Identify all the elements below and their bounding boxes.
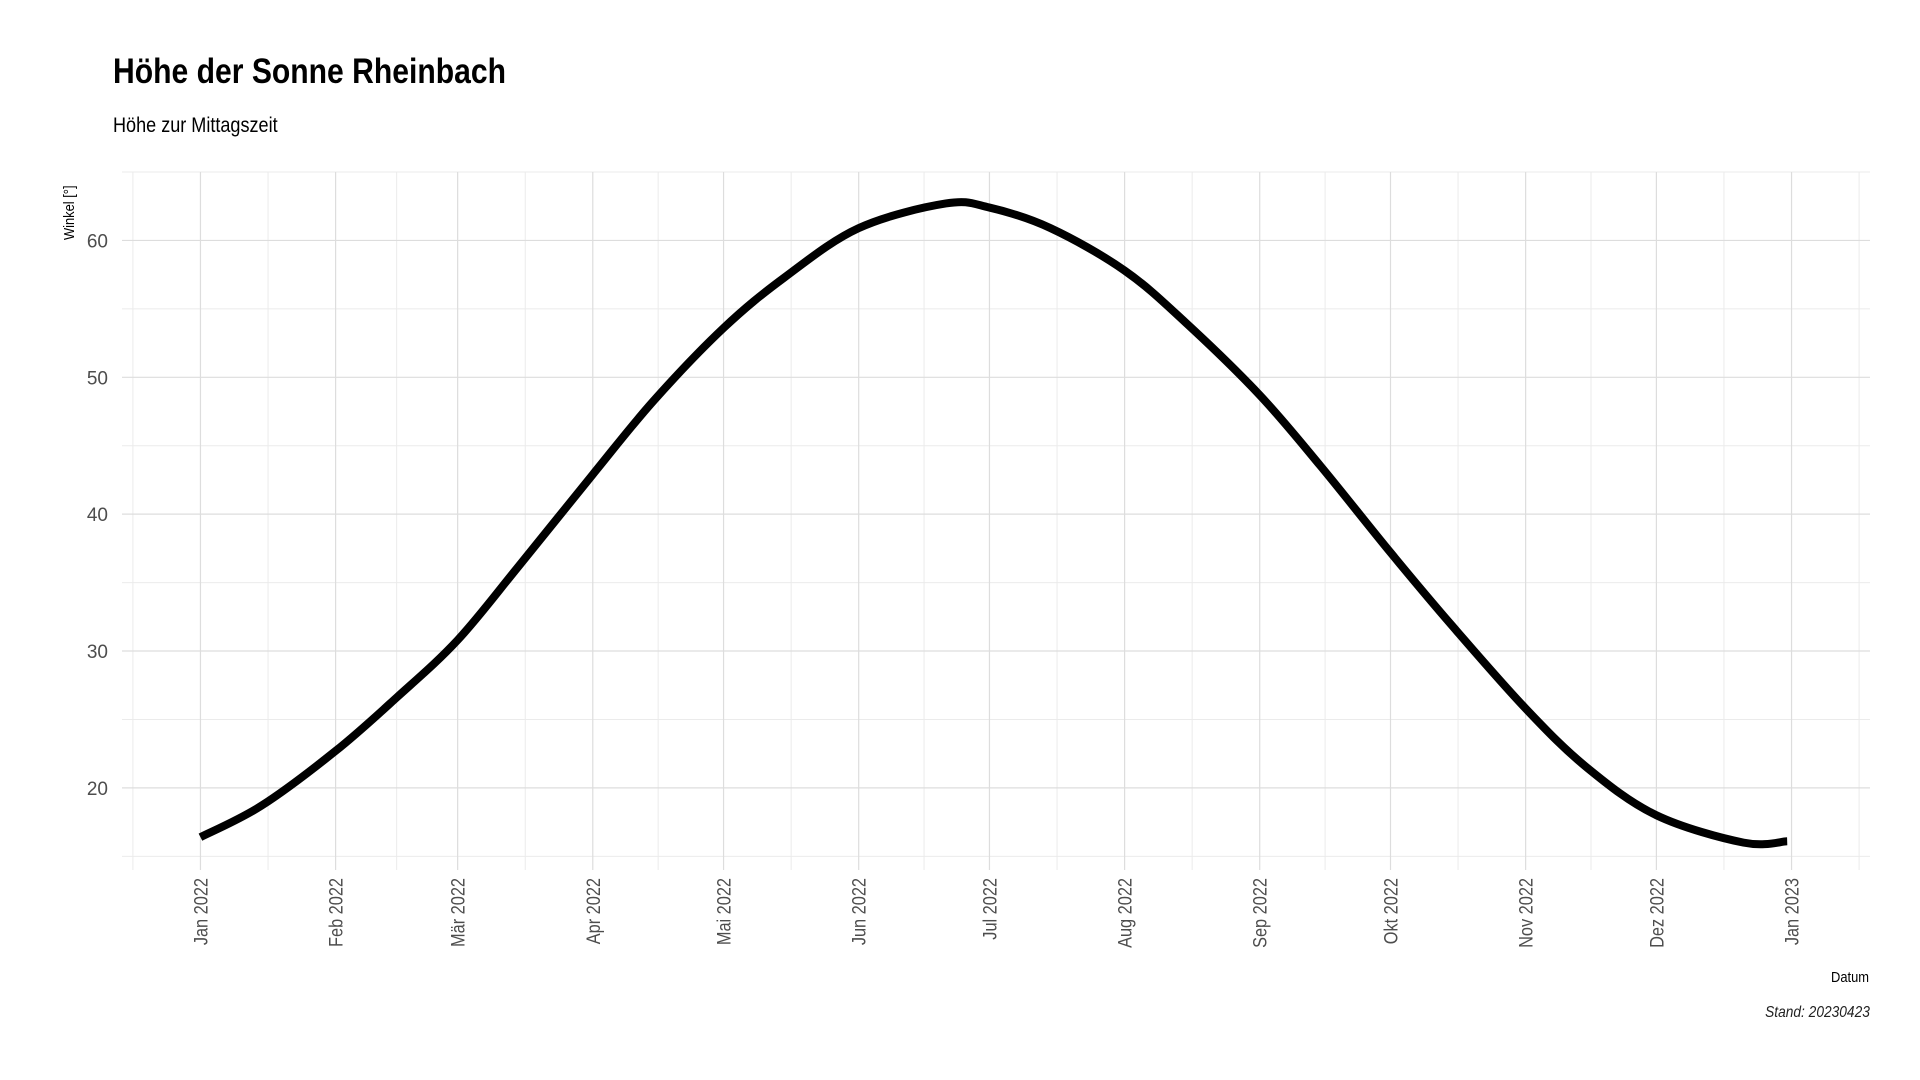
series-line — [198, 198, 1788, 849]
y-tick-label: 60 — [87, 231, 108, 252]
y-axis-title: Winkel [°] — [60, 185, 77, 240]
y-tick-label: 20 — [87, 779, 108, 800]
x-tick-label: Nov 2022 — [1515, 878, 1536, 948]
y-tick-label: 50 — [87, 368, 108, 389]
grid-layer — [122, 171, 1870, 870]
x-axis-ticks: Jan 2022 Feb 2022 Mär 2022 Apr 2022 Mai 2022… — [190, 878, 1803, 948]
x-tick-label: Feb 2022 — [325, 878, 346, 947]
x-tick-label: Dez 2022 — [1646, 878, 1667, 948]
x-tick-label: Jan 2022 — [190, 878, 211, 945]
x-tick-label: Okt 2022 — [1380, 878, 1401, 944]
chart-caption: Stand: 20230423 — [1765, 1004, 1870, 1021]
chart-subtitle: Höhe zur Mittagszeit — [113, 114, 278, 137]
x-axis-title: Datum — [1831, 968, 1869, 985]
y-tick-label: 30 — [87, 642, 108, 663]
x-tick-label: Apr 2022 — [583, 878, 604, 944]
x-tick-label: Aug 2022 — [1114, 878, 1135, 948]
y-tick-label: 40 — [87, 505, 108, 526]
y-axis-ticks: 20 30 40 50 60 — [87, 231, 108, 799]
chart-title: Höhe der Sonne Rheinbach — [113, 52, 507, 91]
series-layer — [198, 198, 1788, 849]
x-tick-label: Sep 2022 — [1250, 878, 1271, 948]
x-tick-label: Mai 2022 — [713, 878, 734, 945]
x-tick-label: Mär 2022 — [447, 878, 468, 947]
x-tick-label: Jan 2023 — [1781, 878, 1802, 945]
x-tick-label: Jun 2022 — [849, 878, 870, 945]
x-tick-label: Jul 2022 — [979, 878, 1000, 940]
